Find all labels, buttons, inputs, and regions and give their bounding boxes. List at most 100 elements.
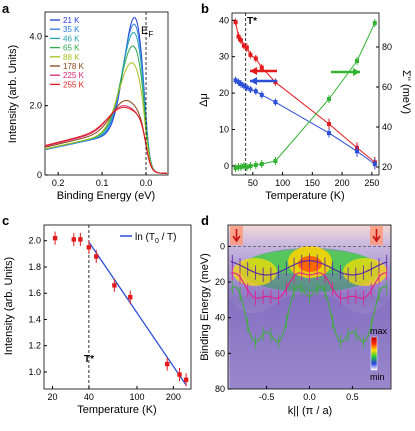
panel-c-point <box>71 237 77 242</box>
panel-d-colorbar <box>370 336 378 371</box>
panel-b-series <box>233 18 377 172</box>
panel-b-y2-tick-label: 80 <box>382 42 392 52</box>
panel-c-point <box>128 294 133 300</box>
panel-b-y2-tick-label: 20 <box>382 162 392 172</box>
panel-b-series-line <box>235 22 376 169</box>
panel-c-tstar-label: T* <box>84 354 94 365</box>
panel-a-curve <box>44 99 167 174</box>
panel-b-y-tick-label: 0 <box>224 161 229 171</box>
panel-a-y-ticks: 0 2.0 4.0 <box>29 31 48 180</box>
panel-b-tstar-label: T* <box>247 16 257 27</box>
panel-b-point <box>327 122 332 127</box>
panel-c-fit-line <box>88 241 187 386</box>
panel-c-x-tick-label: 200 <box>166 392 181 402</box>
panel-b-point <box>238 165 243 169</box>
panel-a-frame <box>44 11 169 176</box>
panel-d-x-tick-label: 0.0 <box>303 392 316 402</box>
panel-b-point <box>259 92 264 97</box>
panel-d-y-tick-label: 40 <box>215 313 225 323</box>
panel-a-legend-label: 178 K <box>63 62 85 71</box>
panel-a-y-tick-label: 0 <box>37 170 42 180</box>
panel-c-x-tick-label: 100 <box>129 392 144 402</box>
panel-c-point <box>94 254 99 259</box>
panel-b-point <box>259 65 264 70</box>
panel-b-point <box>372 21 377 25</box>
panel-c-y-tick-label: 1.2 <box>28 341 41 351</box>
panel-c-x-tick-label: 20 <box>48 392 58 402</box>
panel-b-point <box>248 52 253 57</box>
panel-d-ylabel: Binding Energy (meV) <box>199 253 211 361</box>
arrow-head-icon <box>353 68 360 76</box>
panel-a-ylabel: Intensity (arb. Units) <box>7 45 19 143</box>
panel-b-point <box>238 38 243 43</box>
panel-d-colorbar-max: max <box>370 326 388 336</box>
panel-c-frame <box>43 224 192 390</box>
panel-d-xlabel: k|| (π / a) <box>288 405 332 417</box>
panel-b-point <box>236 165 241 169</box>
panel-d-x-tick-label: 0.5 <box>346 392 359 402</box>
down-arrow-icon <box>372 229 381 243</box>
panel-c-x-ticks: 20 40 100 200 <box>48 386 181 402</box>
panel-b-y2-tick-label: 40 <box>382 122 392 132</box>
panel-c-legend: ln (T0 / T) <box>120 232 177 245</box>
panel-b-xlabel: Temperature (K) <box>265 190 344 202</box>
panel-a-x-tick-label: 0.0 <box>140 178 153 188</box>
panel-d-dispersion-curves <box>230 253 388 350</box>
panel-b-ylabel: Δμ <box>198 93 210 107</box>
panel-d-y-tick-label: 20 <box>215 277 225 287</box>
panel-a-legend-label: 225 K <box>63 71 85 80</box>
panel-b-point <box>273 100 278 105</box>
panel-a-curve <box>44 62 167 174</box>
panel-b-x-tick-label: 250 <box>364 178 379 188</box>
panel-d-y-ticks: 0 20 40 60 80 <box>215 241 231 394</box>
panel-b-point <box>241 83 246 88</box>
panel-c-point <box>165 361 170 367</box>
panel-b-point <box>354 59 359 63</box>
panel-c-x-tick-label: 40 <box>84 392 94 402</box>
panel-a-curve <box>44 105 167 174</box>
panel-c-label: c <box>2 213 9 228</box>
panel-d-x-tick-label: -0.5 <box>259 392 275 402</box>
panel-d-curve <box>230 260 387 276</box>
panel-b: b T* 50 100 150 200 250 0 10 20 30 40 20 40 60 80 T… <box>198 1 412 202</box>
panel-a-y-tick-label: 4.0 <box>29 31 42 41</box>
panel-b-y-tick-label: 10 <box>219 124 229 134</box>
panel-b-y2label: Σ'' (meV) <box>400 70 412 114</box>
panel-c-y-ticks: 1.0 1.2 1.4 1.6 1.8 2.0 <box>28 236 47 377</box>
arrow-head-icon <box>250 77 257 85</box>
panel-a-legend-label: 88 K <box>63 53 80 62</box>
panel-a-x-tick-label: 0.1 <box>96 178 109 188</box>
panel-c-legend-label: ln (T0 / T) <box>135 232 177 245</box>
panel-a-label: a <box>2 1 10 16</box>
panel-b-point <box>244 165 249 169</box>
panel-a-legend-label: 255 K <box>63 80 85 89</box>
panel-d-y-tick-label: 60 <box>215 348 225 358</box>
panel-c-ylabel: Intensity (arb. Units) <box>3 257 15 355</box>
panel-b-x-tick-label: 150 <box>305 178 320 188</box>
panel-b-point <box>244 85 249 90</box>
panel-c-y-tick-label: 1.0 <box>28 367 41 377</box>
panel-c-y-tick-label: 1.8 <box>28 262 41 272</box>
panel-b-x-tick-label: 100 <box>275 178 290 188</box>
panel-b-point <box>233 166 238 170</box>
panel-b-point <box>248 87 253 92</box>
panel-b-point <box>233 78 238 83</box>
panel-b-point <box>327 97 332 101</box>
panel-d-arrows <box>230 226 383 245</box>
panel-b-arrows <box>250 67 360 85</box>
panel-b-x-tick-label: 50 <box>248 178 258 188</box>
panel-b-x-tick-label: 200 <box>335 178 350 188</box>
panel-c-y-tick-label: 1.4 <box>28 314 41 324</box>
panel-b-point <box>327 131 332 136</box>
panel-c-xlabel: Temperature (K) <box>77 404 156 416</box>
panel-b-y-tick-label: 40 <box>219 15 229 25</box>
panel-b-point <box>248 164 253 168</box>
panel-d-colorbar-min: min <box>370 372 385 382</box>
panel-d-y-tick-label: 0 <box>220 241 225 251</box>
panel-c-point <box>78 237 83 242</box>
panel-d-label: d <box>201 213 209 228</box>
panel-c-y-tick-label: 2.0 <box>28 236 41 246</box>
panel-b-point <box>372 162 377 167</box>
